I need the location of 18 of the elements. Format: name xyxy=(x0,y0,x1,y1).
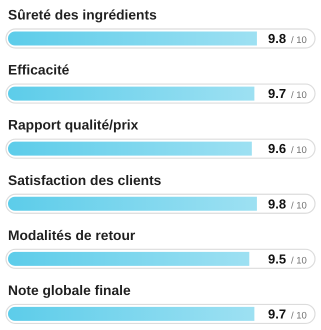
data-label: 9.6 xyxy=(268,141,286,156)
text: / 10 xyxy=(291,200,307,212)
y-tick-label: Satisfaction des clients xyxy=(8,172,162,188)
y-tick-label: Rapport qualité/prix xyxy=(8,118,139,133)
text: / 10 xyxy=(291,90,307,102)
text: / 10 xyxy=(291,145,307,156)
y-tick-label: Efficacité xyxy=(8,62,70,78)
y-tick-label: Modalités de retour xyxy=(8,228,136,243)
text: / 10 xyxy=(291,35,307,46)
text: / 10 xyxy=(291,310,307,322)
data-label: 9.7 xyxy=(268,306,286,322)
data-label: 9.7 xyxy=(268,86,286,102)
y-tick-label: Note globale finale xyxy=(8,282,131,298)
text: / 10 xyxy=(291,255,307,266)
data-label: 9.8 xyxy=(268,31,286,46)
y-tick-label: Sûreté des ingrédients xyxy=(8,8,158,22)
data-label: 9.5 xyxy=(268,251,286,266)
data-label: 9.8 xyxy=(268,196,286,212)
